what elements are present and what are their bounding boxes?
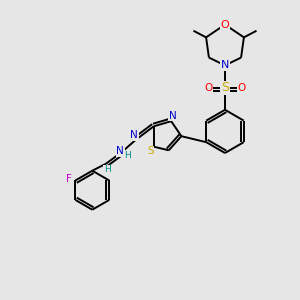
- Text: S: S: [221, 81, 229, 94]
- Text: O: O: [204, 83, 213, 93]
- Text: O: O: [220, 20, 230, 30]
- Text: N: N: [130, 130, 138, 140]
- Text: S: S: [147, 146, 154, 156]
- Text: F: F: [66, 174, 72, 184]
- Text: N: N: [169, 111, 177, 121]
- Text: H: H: [124, 152, 131, 160]
- Text: O: O: [237, 83, 246, 93]
- Text: N: N: [221, 60, 229, 70]
- Text: H: H: [104, 165, 111, 174]
- Text: N: N: [116, 146, 124, 156]
